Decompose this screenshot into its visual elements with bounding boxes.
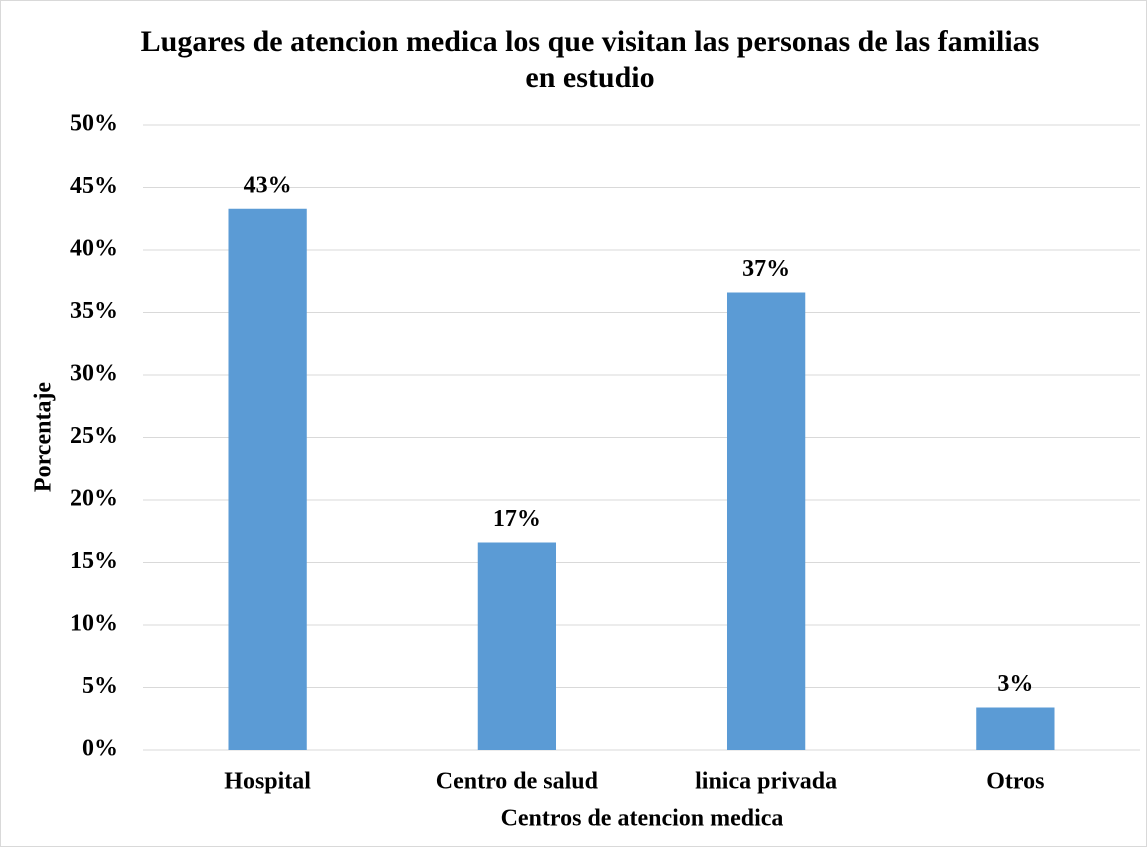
y-tick-label: 45% xyxy=(70,173,118,199)
bar xyxy=(477,542,557,750)
y-tick-label: 35% xyxy=(70,298,118,324)
chart-title: Lugares de atencion medica los que visit… xyxy=(140,25,1040,94)
x-tick-label: Hospital xyxy=(224,769,311,795)
y-tick-label: 20% xyxy=(70,486,118,512)
bar xyxy=(228,208,307,750)
y-tick-label: 30% xyxy=(70,361,118,387)
y-tick-label: 25% xyxy=(70,423,118,449)
y-tick-label: 50% xyxy=(70,111,118,137)
y-tick-label: 0% xyxy=(82,736,118,762)
y-tick-label: 10% xyxy=(70,611,118,637)
y-axis-title: Porcentaje xyxy=(31,382,57,493)
bar xyxy=(976,707,1055,750)
y-tick-label: 15% xyxy=(70,548,118,574)
y-tick-label: 5% xyxy=(82,673,118,699)
bar xyxy=(726,292,806,750)
y-tick-label: 40% xyxy=(70,236,118,262)
data-label: 17% xyxy=(493,506,541,532)
x-axis-title: Centros de atencion medica xyxy=(501,806,784,832)
x-tick-label: Centro de salud xyxy=(436,769,599,795)
data-label: 37% xyxy=(742,256,790,282)
data-label: 3% xyxy=(997,671,1033,697)
x-tick-label: Otros xyxy=(986,769,1044,795)
x-tick-label: linica privada xyxy=(695,769,837,795)
data-label: 43% xyxy=(244,172,292,198)
